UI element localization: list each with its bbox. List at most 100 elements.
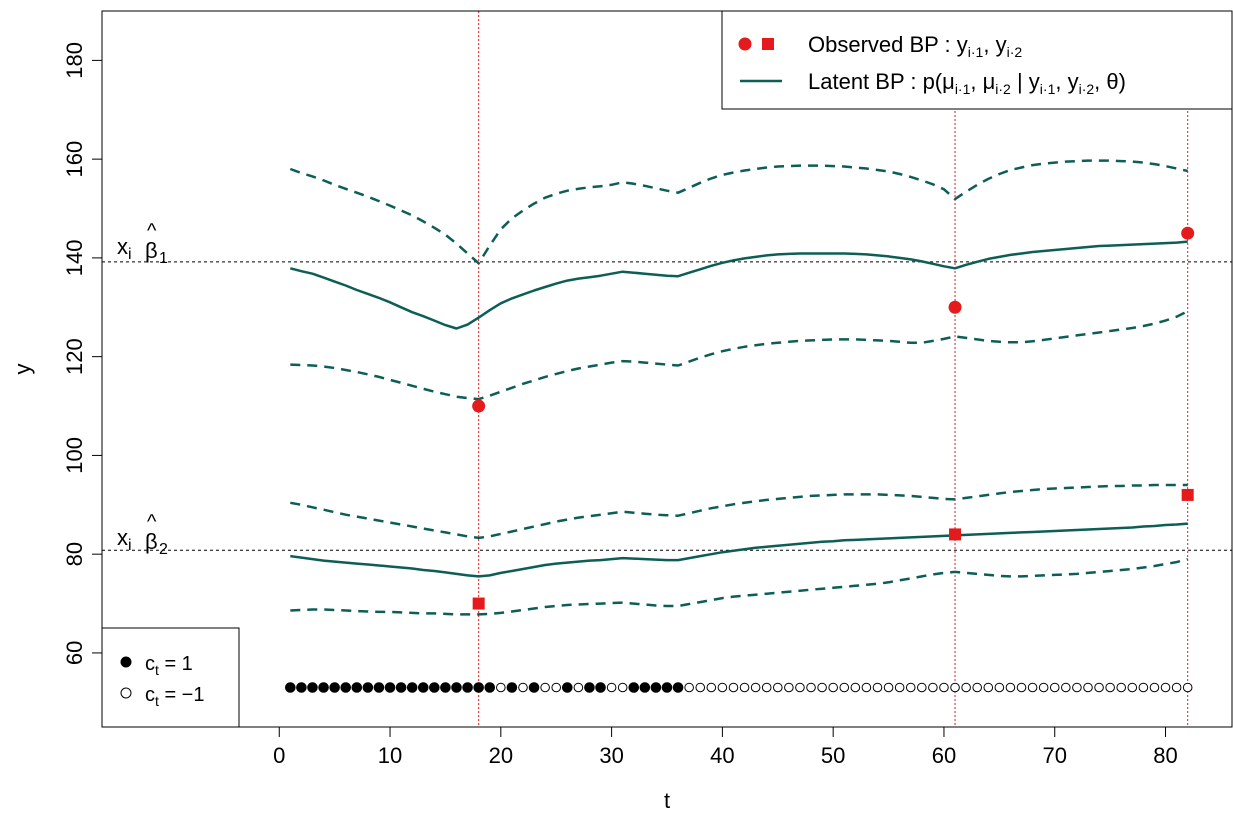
ct-point-filled <box>484 682 496 693</box>
ct-point-open <box>817 682 827 693</box>
ct-point-open <box>872 682 883 693</box>
ct-point-open <box>961 682 971 693</box>
ct-point-open <box>905 682 916 693</box>
ct-point-open <box>750 682 761 693</box>
ct-point-open <box>994 682 1005 693</box>
ct-legend-filled-marker <box>120 656 132 668</box>
ref-label-1-index: 1 <box>159 250 168 267</box>
ct-point-filled <box>417 682 429 693</box>
series-line-5 <box>290 557 1189 616</box>
ct-point-open <box>939 682 949 693</box>
ct-point-filled <box>318 682 329 693</box>
observed-square-point <box>949 528 962 541</box>
ct-legend-filled-label: ct = 1 <box>145 653 193 678</box>
y-tick-label: 180 <box>62 42 87 79</box>
observed-circle-point <box>948 300 962 314</box>
ct-point-filled <box>351 682 363 693</box>
ct-point-open <box>717 682 728 693</box>
ct-point-open <box>928 682 938 693</box>
ct-point-filled <box>528 682 540 693</box>
x-axis: 0 10 20 30 40 50 60 70 80 <box>273 727 1178 768</box>
x-tick-label: 70 <box>1043 743 1067 768</box>
ct-point-open <box>1061 682 1071 693</box>
y-tick-label: 100 <box>62 437 87 474</box>
ct-point-open <box>1083 682 1093 693</box>
ct-point-open <box>861 682 872 693</box>
ct-point-open <box>617 682 628 693</box>
y-tick-label: 120 <box>62 338 87 375</box>
ct-legend-box <box>101 627 240 728</box>
ct-point-open <box>540 682 550 693</box>
ct-point-open <box>983 682 994 693</box>
ct-point-open <box>894 682 905 693</box>
ct-point-open <box>1094 682 1104 693</box>
ct-point-open <box>573 682 584 693</box>
ct-point-filled <box>451 682 462 693</box>
observed-square-point <box>1181 488 1194 501</box>
reference-lines <box>102 261 1232 551</box>
series-line-4 <box>290 483 1188 540</box>
ct-point-open <box>950 682 960 693</box>
ct-point-open <box>1149 682 1160 693</box>
ct-point-open <box>1005 682 1016 693</box>
legend-circle-marker <box>738 37 752 51</box>
ct-point-open <box>739 682 750 693</box>
ct-point-open <box>551 682 562 693</box>
ct-point-open <box>1049 682 1060 693</box>
ct-point-filled <box>639 682 651 693</box>
ct-point-open <box>828 682 838 693</box>
ct-point-filled <box>661 682 673 693</box>
ref-label-1: xi β ^ 1 <box>117 220 168 267</box>
x-axis-title: t <box>664 788 670 813</box>
x-tick-label: 20 <box>489 743 513 768</box>
ct-point-open <box>1171 682 1182 693</box>
ct-point-filled <box>506 682 518 693</box>
ct-point-filled <box>440 682 451 693</box>
y-tick-label: 60 <box>62 641 87 665</box>
ref-label-2: xi β ^ 2 <box>117 511 168 558</box>
ct-point-filled <box>595 682 606 693</box>
ref-label-2-beta: β <box>145 529 158 554</box>
ct-point-filled <box>672 682 684 693</box>
observed-square-point <box>472 597 485 610</box>
ct-point-filled <box>395 682 407 693</box>
series-line-3 <box>290 522 1188 578</box>
series-line-1 <box>289 159 1188 265</box>
ct-point-open <box>850 682 861 693</box>
ct-point-open <box>1016 682 1027 693</box>
ct-point-open <box>1072 682 1082 693</box>
ct-point-open <box>883 682 894 693</box>
ct-point-open <box>695 682 706 693</box>
legend-box <box>721 10 1233 110</box>
observed-circle-point <box>1181 226 1195 240</box>
ref-label-2-hat: ^ <box>147 511 157 533</box>
ref-label-2-base: x <box>117 525 128 550</box>
ct-point-filled <box>628 682 640 693</box>
ct-point-open <box>917 682 927 693</box>
ct-point-open <box>1105 682 1115 693</box>
ct-point-filled <box>584 682 595 693</box>
ref-label-1-beta: β <box>145 238 158 263</box>
y-tick-label: 140 <box>62 240 87 277</box>
x-tick-label: 80 <box>1153 743 1177 768</box>
legend-observed-label: Observed BP : yi·1, yi·2 <box>808 32 1022 60</box>
ct-point-open <box>795 682 805 693</box>
ct-point-filled <box>429 682 440 693</box>
svg-text:xi: xi <box>117 525 132 554</box>
ct-point-open <box>496 682 506 693</box>
ref-label-1-hat: ^ <box>147 220 157 242</box>
ref-label-2-index: 2 <box>159 541 168 558</box>
ct-point-open <box>806 682 816 693</box>
ct-point-open <box>1127 682 1138 693</box>
ct-point-open <box>772 682 783 693</box>
ct-point-filled <box>340 682 352 693</box>
legend-square-marker <box>762 38 774 50</box>
ct-legend-open-label: ct = −1 <box>145 684 205 709</box>
y-axis-title: y <box>10 364 35 375</box>
ct-point-filled <box>650 682 662 693</box>
ct-point-filled <box>473 682 484 693</box>
x-tick-label: 60 <box>932 743 956 768</box>
series-line-2 <box>290 310 1189 401</box>
ct-point-open <box>728 682 739 693</box>
ct-point-filled <box>373 682 385 693</box>
